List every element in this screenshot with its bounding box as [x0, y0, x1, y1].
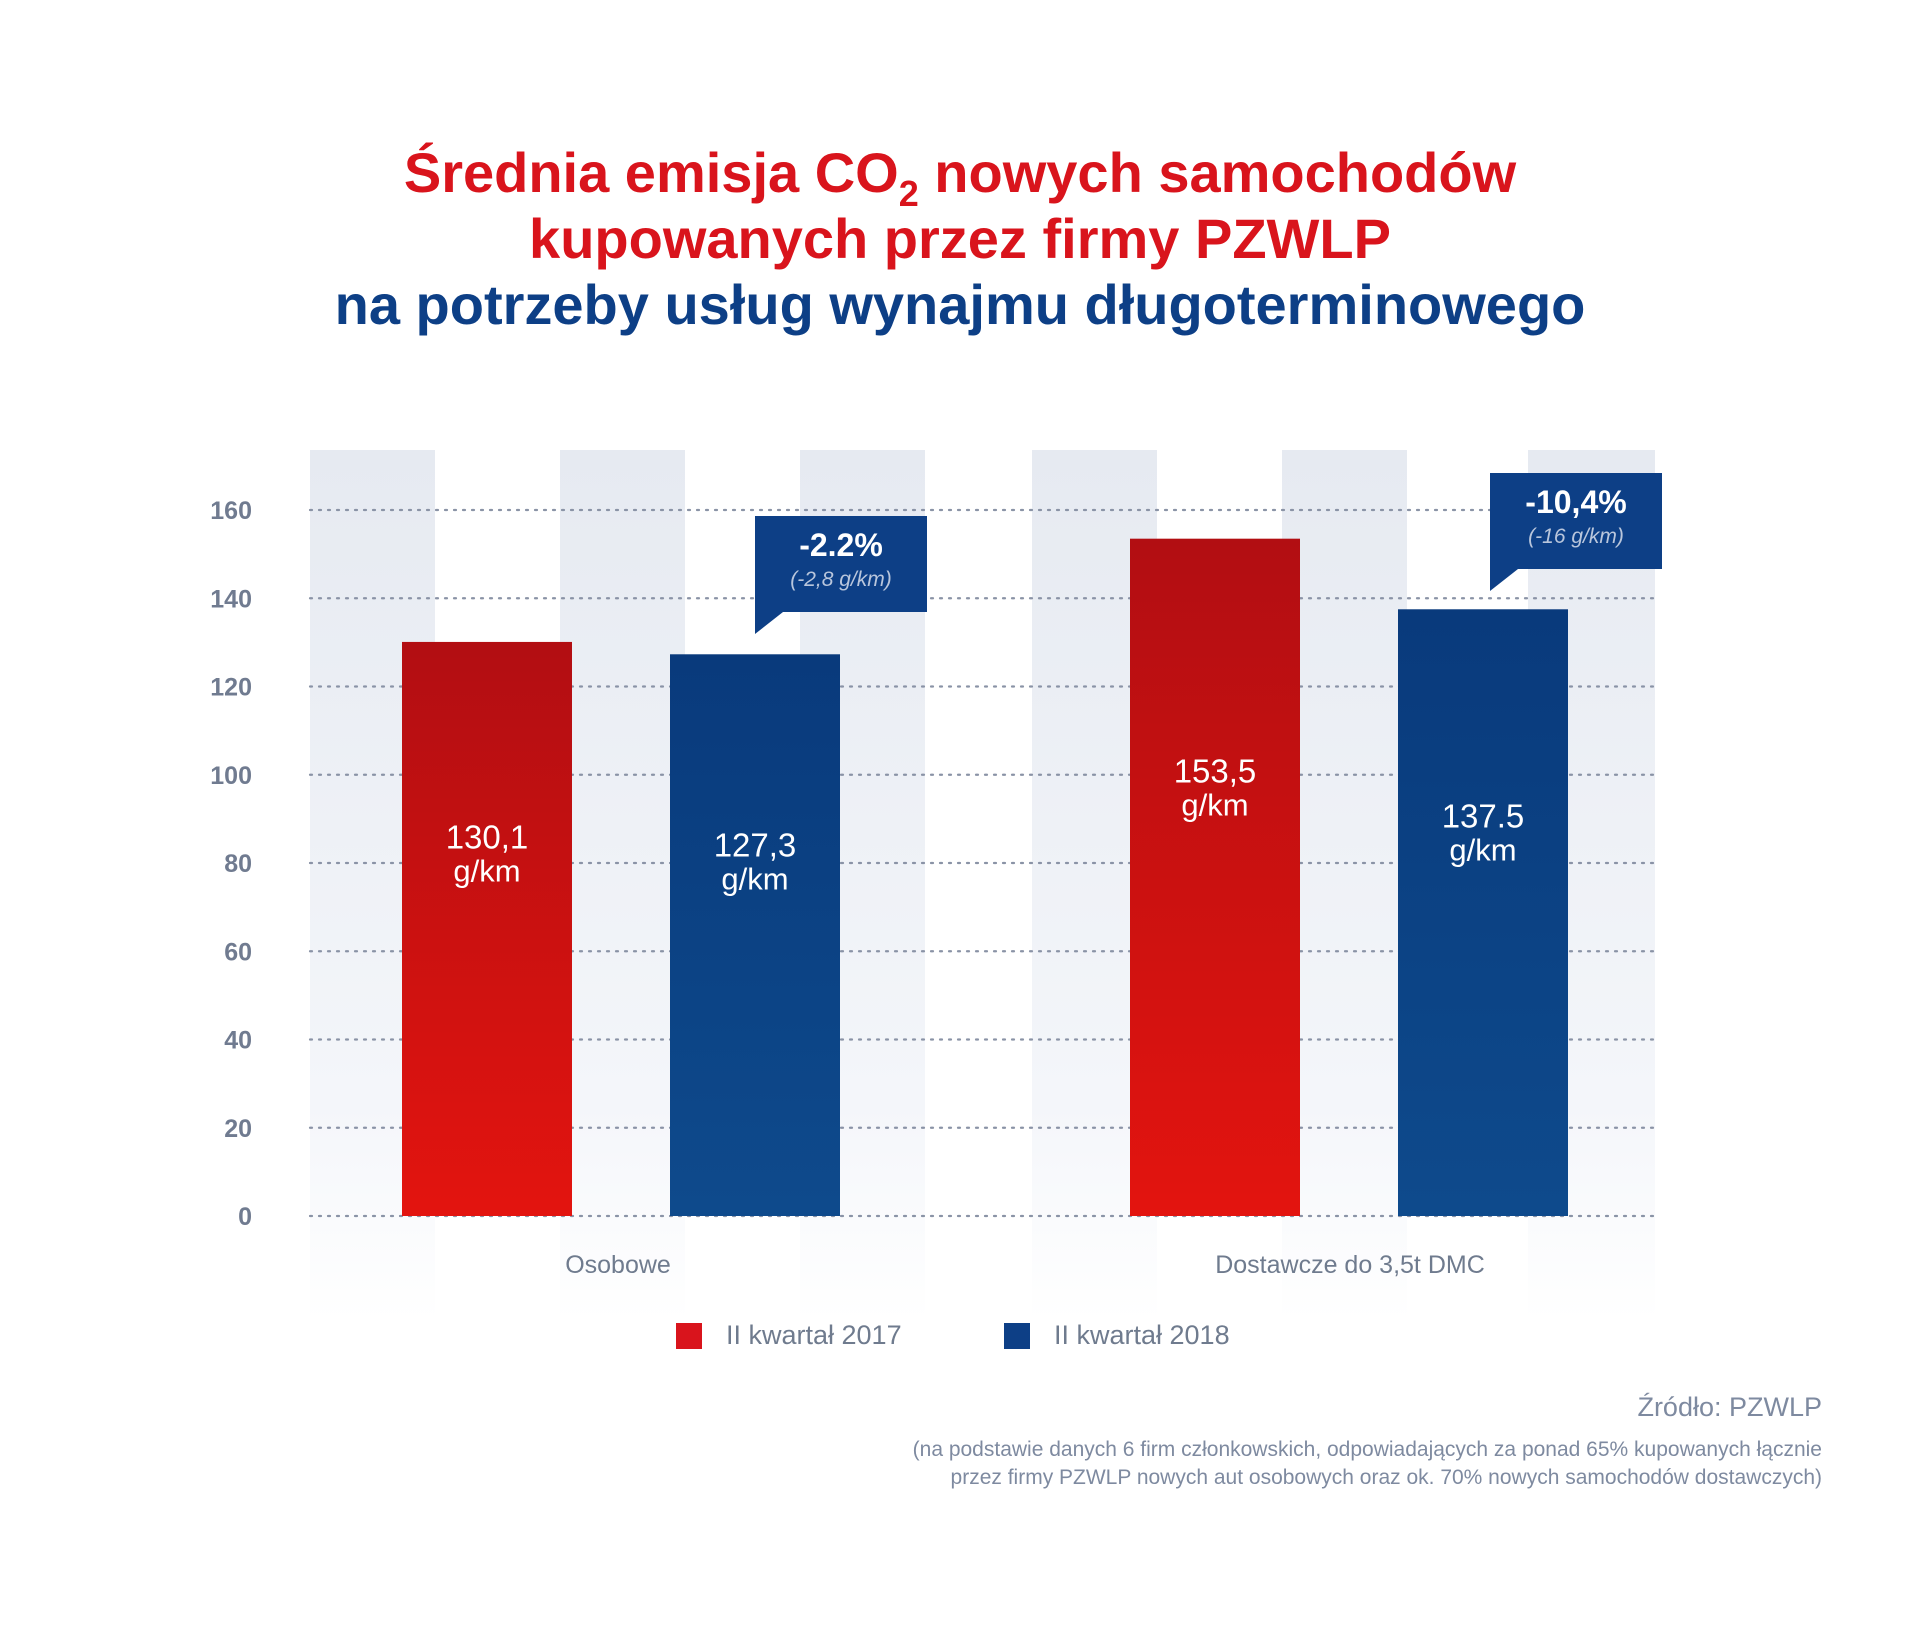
background-stripe-5: [1282, 450, 1407, 1320]
y-tick-label: 140: [210, 585, 252, 613]
x-category-label: Dostawcze do 3,5t DMC: [1215, 1251, 1485, 1279]
y-tick-label: 100: [210, 762, 252, 790]
bar-value-label: 153,5: [1174, 753, 1257, 790]
bar-2017-osobowe: [402, 641, 572, 1216]
legend-item-2018: II kwartał 2018: [1004, 1320, 1230, 1351]
chart-title-line3: na potrzeby usług wynajmu długoterminowe…: [334, 273, 1586, 336]
bar-chart: 020406080100120140160130,1g/km127,3g/kmO…: [210, 450, 1662, 1320]
legend-swatch-2017: [676, 1322, 702, 1349]
bar-unit-label: g/km: [453, 854, 520, 889]
legend-item-2017: II kwartał 2017: [676, 1320, 902, 1351]
bar-unit-label: g/km: [1449, 833, 1516, 868]
legend-label-2018: II kwartał 2018: [1054, 1320, 1230, 1350]
legend-swatch-2018: [1004, 1322, 1030, 1349]
callout-detail: (-16 g/km): [1528, 525, 1624, 548]
bar-value-label: 137.5: [1442, 798, 1525, 835]
title-part2: nowych samochodów: [918, 141, 1517, 204]
bar-2018-osobowe: [670, 654, 840, 1216]
title-part1: Średnia emisja CO: [403, 141, 899, 204]
callout-detail: (-2,8 g/km): [790, 568, 892, 591]
y-tick-label: 20: [224, 1115, 252, 1143]
change-callout-2: -10,4% (-16 g/km): [1490, 473, 1662, 591]
callout-percent: -10,4%: [1525, 484, 1626, 520]
background-stripe-2: [560, 450, 685, 1320]
callout-shape: [1490, 473, 1662, 591]
callout-shape: [755, 516, 927, 634]
bar-unit-label: g/km: [721, 862, 788, 897]
title-subscript: 2: [898, 173, 919, 214]
y-tick-label: 40: [224, 1027, 252, 1055]
source-note-line2: przez firmy PZWLP nowych aut osobowych o…: [950, 1466, 1822, 1489]
x-category-label: Osobowe: [565, 1251, 671, 1279]
callout-percent: -2.2%: [799, 527, 883, 563]
y-tick-label: 160: [210, 497, 252, 525]
bar-unit-label: g/km: [1181, 788, 1248, 823]
legend-label-2017: II kwartał 2017: [726, 1320, 902, 1350]
bar-value-label: 127,3: [714, 827, 797, 864]
source-note: (na podstawie danych 6 firm członkowskic…: [822, 1436, 1822, 1492]
y-tick-label: 120: [210, 674, 252, 702]
source-label: Źródło: PZWLP: [1637, 1392, 1822, 1422]
y-tick-label: 0: [238, 1203, 252, 1231]
y-tick-label: 80: [224, 850, 252, 878]
chart-title-line2: kupowanych przez firmy PZWLP: [529, 207, 1391, 270]
bar-value-label: 130,1: [446, 819, 529, 856]
bar-2018-dostawcze: [1398, 609, 1568, 1216]
source-note-line1: (na podstawie danych 6 firm członkowskic…: [912, 1438, 1822, 1461]
bar-2017-dostawcze: [1130, 538, 1300, 1216]
y-tick-label: 60: [224, 938, 252, 966]
change-callout-1: -2.2% (-2,8 g/km): [755, 516, 927, 634]
chart-title-line1: Średnia emisja CO2 nowych samochodów: [0, 140, 1920, 227]
